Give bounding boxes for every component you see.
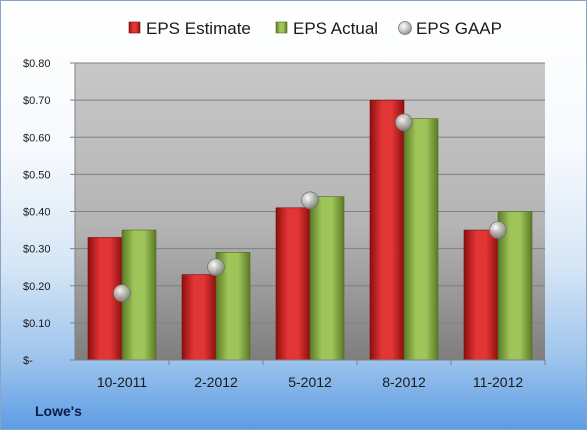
marker-eps-gaap (301, 191, 319, 210)
marker-eps-gaap (489, 221, 507, 239)
bar-eps-estimate (275, 207, 311, 361)
y-tick-label: $0.30 (23, 244, 51, 256)
bar-eps-actual (309, 196, 345, 361)
legend-swatch (398, 21, 412, 35)
bar-eps-estimate (181, 274, 217, 361)
y-tick-label: $0.20 (23, 281, 51, 293)
x-category-label: 5-2012 (288, 374, 332, 390)
y-tick-label: $0.80 (23, 58, 51, 70)
y-tick-label: $0.40 (23, 207, 51, 219)
legend-swatch (275, 21, 288, 34)
legend-label: EPS Actual (293, 19, 378, 38)
legend-label: EPS GAAP (416, 19, 502, 38)
bar-eps-actual (403, 118, 439, 361)
x-category-label: 2-2012 (194, 374, 238, 390)
axes: $- $0.10 $0.20 $0.30 $0.40 $0.50 $0.60 $0.70 $0.… (23, 58, 546, 390)
legend-swatch (128, 21, 141, 34)
y-tick-label: $0.60 (23, 132, 51, 144)
marker-eps-gaap (113, 284, 131, 303)
bar-eps-estimate (369, 99, 405, 361)
y-tick-label: $- (23, 355, 33, 367)
x-category-label: 10-2011 (97, 374, 148, 390)
y-tick-label: $0.70 (23, 95, 51, 107)
bar-eps-estimate (463, 229, 499, 361)
gaap-markers (113, 113, 507, 303)
marker-eps-gaap (395, 113, 413, 132)
legend: EPS Estimate EPS Actual EPS GAAP (128, 19, 502, 38)
x-category-label: 11-2012 (473, 374, 524, 390)
y-tick-label: $0.50 (23, 169, 51, 181)
y-tick-label: $0.10 (23, 318, 51, 330)
marker-eps-gaap (207, 258, 225, 277)
company-label: Lowe's (35, 403, 82, 419)
legend-label: EPS Estimate (146, 19, 251, 38)
x-category-label: 8-2012 (382, 374, 426, 390)
bars (87, 99, 533, 361)
